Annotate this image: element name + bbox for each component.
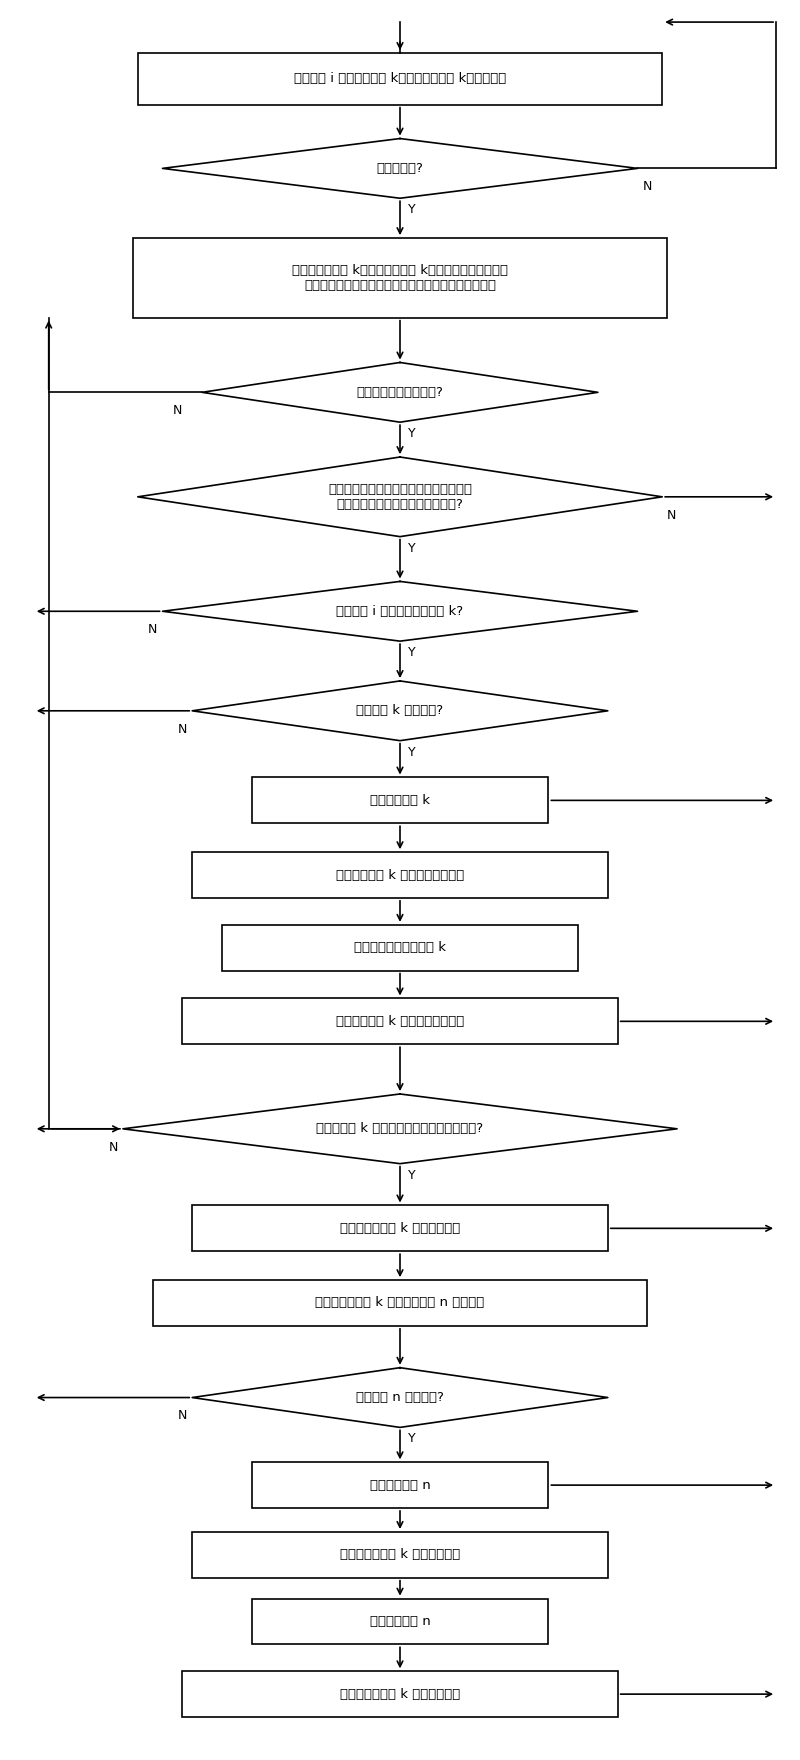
Bar	[153, 1280, 647, 1325]
Text: 所有邻近下游配电开关（或配电开关柜）
处的智能装置都没有监测到过电流?: 所有邻近下游配电开关（或配电开关柜） 处的智能装置都没有监测到过电流?	[328, 482, 472, 510]
Bar	[222, 924, 578, 970]
Text: 断开配电开关 k: 断开配电开关 k	[370, 794, 430, 806]
Text: 断开配电开关 n: 断开配电开关 n	[370, 1478, 430, 1492]
Text: Y: Y	[408, 428, 415, 440]
Text: Y: Y	[408, 646, 415, 658]
Bar	[251, 778, 549, 824]
Text: 通知配电开关 k 的上级断路器合闸: 通知配电开关 k 的上级断路器合闸	[336, 1016, 464, 1028]
Text: N: N	[109, 1140, 118, 1155]
Bar	[192, 1531, 608, 1577]
Text: 智能装置 i 监测配电开关 k（或配电开关柜 k）处的电流: 智能装置 i 监测配电开关 k（或配电开关柜 k）处的电流	[294, 72, 506, 84]
Text: 配电开关 n 是断路器?: 配电开关 n 是断路器?	[356, 1390, 444, 1404]
Text: N: N	[173, 405, 182, 417]
Text: N: N	[642, 180, 652, 194]
Text: 智能装置 i 监测的是配电开关 k?: 智能装置 i 监测的是配电开关 k?	[337, 605, 463, 618]
Text: 配电开关柜 k 的所有出线开关都没有过电流?: 配电开关柜 k 的所有出线开关都没有过电流?	[317, 1123, 483, 1135]
Text: 断开配电开关 n: 断开配电开关 n	[370, 1616, 430, 1628]
Text: 查询完毕或整定时间到?: 查询完毕或整定时间到?	[357, 385, 443, 400]
Text: N: N	[178, 723, 187, 736]
Text: Y: Y	[408, 1169, 415, 1181]
Text: 判断配电开关柜 k 的某出线开关 n 有过电流: 判断配电开关柜 k 的某出线开关 n 有过电流	[315, 1297, 485, 1309]
Bar	[182, 998, 618, 1044]
Bar	[192, 852, 608, 898]
Bar	[251, 1463, 549, 1508]
Text: Y: Y	[408, 542, 415, 554]
Text: 配电开关 k 是断路器?: 配电开关 k 是断路器?	[357, 704, 443, 718]
Bar	[251, 1598, 549, 1644]
Text: Y: Y	[408, 1433, 415, 1445]
Text: 出现过电流?: 出现过电流?	[377, 162, 423, 174]
Text: N: N	[178, 1410, 187, 1422]
Text: 合闸配电开关柜 k 的进线断路器: 合闸配电开关柜 k 的进线断路器	[340, 1688, 460, 1700]
Bar	[133, 238, 667, 317]
Text: Y: Y	[408, 746, 415, 759]
Text: 断开配电开关柜 k 的进线断路器: 断开配电开关柜 k 的进线断路器	[340, 1221, 460, 1236]
Bar	[192, 1206, 608, 1251]
Text: 通知配电开关 k 的上级断路器断开: 通知配电开关 k 的上级断路器断开	[336, 868, 464, 882]
Bar	[182, 1672, 618, 1718]
Text: N: N	[667, 509, 677, 521]
Text: N: N	[148, 623, 158, 635]
Text: 收集与配电开关 k（或配电开关柜 k）邻近的所有下游配电
开关（或配电开关柜）处的智能装置是否监测到过电流: 收集与配电开关 k（或配电开关柜 k）邻近的所有下游配电 开关（或配电开关柜）处…	[292, 264, 508, 292]
Text: 断开配电开关柜 k 的进线断路器: 断开配电开关柜 k 的进线断路器	[340, 1549, 460, 1561]
Text: 在无压时断开配电开关 k: 在无压时断开配电开关 k	[354, 942, 446, 954]
Bar	[138, 53, 662, 104]
Text: Y: Y	[408, 202, 415, 216]
